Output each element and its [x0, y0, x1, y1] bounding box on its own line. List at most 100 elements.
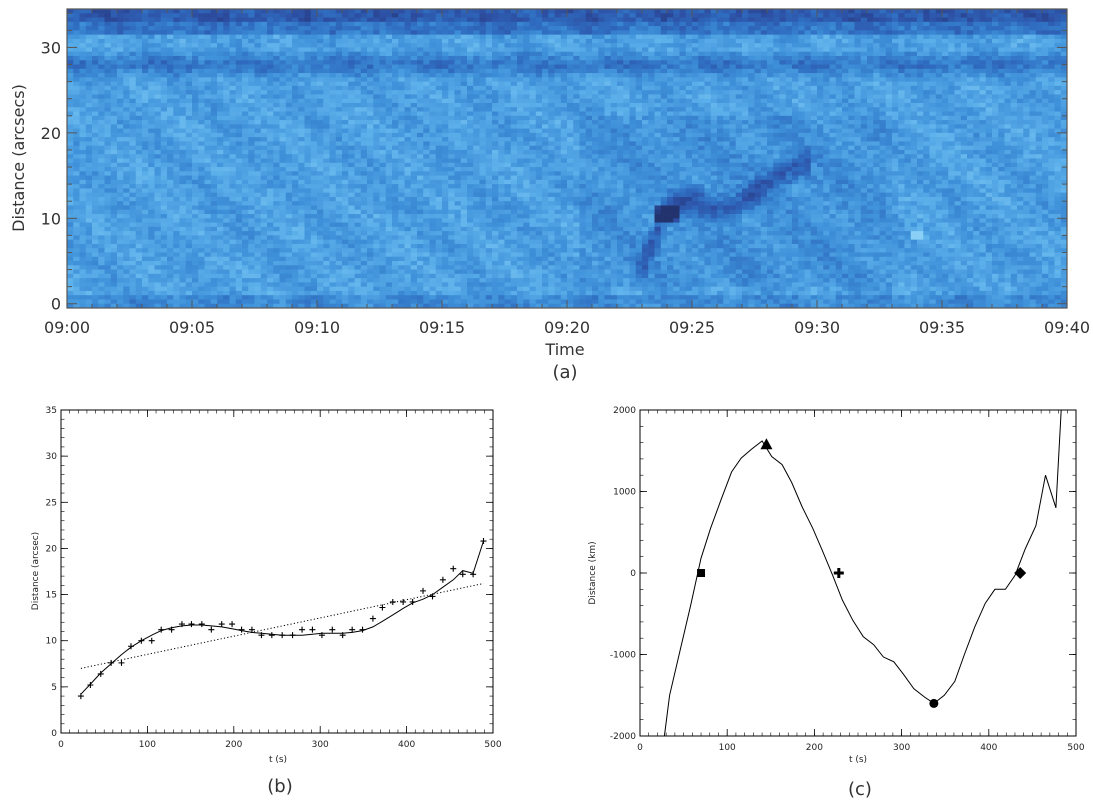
- kymograph-cell: [785, 98, 793, 104]
- kymograph-cell: [860, 124, 868, 129]
- kymograph-cell: [479, 73, 487, 78]
- kymograph-cell: [642, 60, 649, 65]
- kymograph-cell: [298, 77, 305, 83]
- kymograph-cell: [998, 26, 1005, 31]
- kymograph-cell: [210, 26, 218, 31]
- kymograph-cell: [235, 73, 243, 78]
- kymograph-cell: [860, 30, 868, 36]
- kymograph-cell: [298, 137, 305, 142]
- kymograph-cell: [148, 34, 155, 40]
- kymograph-cell: [929, 68, 937, 74]
- kymograph-cell: [560, 107, 568, 112]
- kymograph-cell: [135, 111, 143, 117]
- kymograph-cell: [873, 132, 880, 138]
- kymograph-cell: [967, 124, 974, 129]
- kymograph-cell: [998, 115, 1005, 121]
- kymograph-cell: [304, 81, 312, 87]
- kymograph-cell: [848, 68, 855, 74]
- kymograph-cell: [373, 107, 380, 112]
- kymograph-cell: [110, 38, 118, 44]
- kymograph-cell: [367, 111, 374, 117]
- kymograph-cell: [279, 141, 287, 147]
- kymograph-cell: [979, 34, 987, 40]
- kymograph-cell: [779, 13, 787, 18]
- kymograph-cell: [117, 17, 124, 23]
- kymograph-cell: [504, 17, 512, 23]
- kymograph-cell: [810, 128, 818, 134]
- kymograph-cell: [792, 38, 799, 44]
- kymograph-cell: [704, 30, 712, 36]
- kymograph-cell: [785, 13, 793, 18]
- kymograph-cell: [917, 90, 924, 95]
- kymograph-cell: [973, 26, 980, 31]
- kymograph-cell: [585, 94, 593, 100]
- kymograph-cell: [98, 38, 105, 44]
- kymograph-cell: [792, 30, 799, 36]
- kymograph-cell: [535, 73, 543, 78]
- kymograph-cell: [479, 30, 487, 36]
- kymograph-cell: [498, 73, 505, 78]
- kymograph-cell: [785, 102, 793, 108]
- kymograph-cell: [992, 85, 999, 91]
- kymograph-cell: [723, 81, 730, 87]
- kymograph-cell: [679, 128, 687, 134]
- kymograph-cell: [979, 98, 987, 104]
- kymograph-cell: [454, 102, 462, 108]
- kymograph-cell: [973, 115, 980, 121]
- kymograph-cell: [298, 34, 305, 40]
- kymograph-cell: [423, 9, 430, 14]
- kymograph-cell: [954, 120, 962, 125]
- kymograph-cell: [742, 81, 749, 87]
- kymograph-cell: [210, 98, 218, 104]
- kymograph-cell: [67, 107, 74, 112]
- kymograph-cell: [992, 102, 999, 108]
- kymograph-cell: [717, 9, 724, 14]
- kymograph-cell: [104, 120, 112, 125]
- kymograph-cell: [985, 98, 993, 104]
- kymograph-cell: [210, 55, 218, 61]
- kymograph-cell: [785, 68, 793, 74]
- kymograph-cell: [467, 17, 474, 23]
- kymograph-cell: [142, 47, 149, 53]
- kymograph-cell: [379, 128, 387, 134]
- kymograph-cell: [654, 43, 662, 48]
- kymograph-cell: [473, 17, 480, 23]
- kymograph-cell: [435, 81, 443, 87]
- kymograph-cell: [592, 55, 599, 61]
- kymograph-cell: [360, 51, 368, 57]
- kymograph-cell: [910, 64, 918, 70]
- kymograph-cell: [354, 137, 362, 142]
- kymograph-cell: [423, 68, 430, 74]
- kymograph-cell: [529, 111, 537, 117]
- kymograph-cell: [885, 43, 893, 48]
- kymograph-cell: [210, 132, 218, 138]
- kymograph-cell: [473, 21, 480, 27]
- kymograph-cell: [829, 94, 837, 100]
- kymograph-cell: [898, 9, 905, 14]
- kymograph-cell: [142, 21, 149, 27]
- kymograph-cell: [1042, 17, 1049, 23]
- kymograph-cell: [960, 111, 968, 117]
- kymograph-cell: [110, 55, 118, 61]
- kymograph-cell: [592, 26, 599, 31]
- kymograph-cell: [592, 132, 599, 138]
- kymograph-cell: [873, 55, 880, 61]
- kymograph-cell: [273, 9, 280, 14]
- kymograph-cell: [754, 73, 762, 78]
- kymograph-cell: [92, 60, 99, 65]
- kymograph-cell: [742, 64, 749, 70]
- kymograph-cell: [273, 85, 280, 91]
- kymograph-cell: [310, 85, 318, 91]
- kymograph-cell: [504, 51, 512, 57]
- kymograph-cell: [448, 94, 455, 100]
- kymograph-cell: [798, 137, 805, 142]
- kymograph-cell: [848, 132, 855, 138]
- kymograph-cell: [110, 124, 118, 129]
- kymograph-cell: [642, 17, 649, 23]
- kymograph-cell: [717, 51, 724, 57]
- kymograph-cell: [498, 128, 505, 134]
- kymograph-cell: [935, 85, 943, 91]
- kymograph-cell: [435, 111, 443, 117]
- kymograph-cell: [710, 81, 718, 87]
- kymograph-cell: [467, 9, 474, 14]
